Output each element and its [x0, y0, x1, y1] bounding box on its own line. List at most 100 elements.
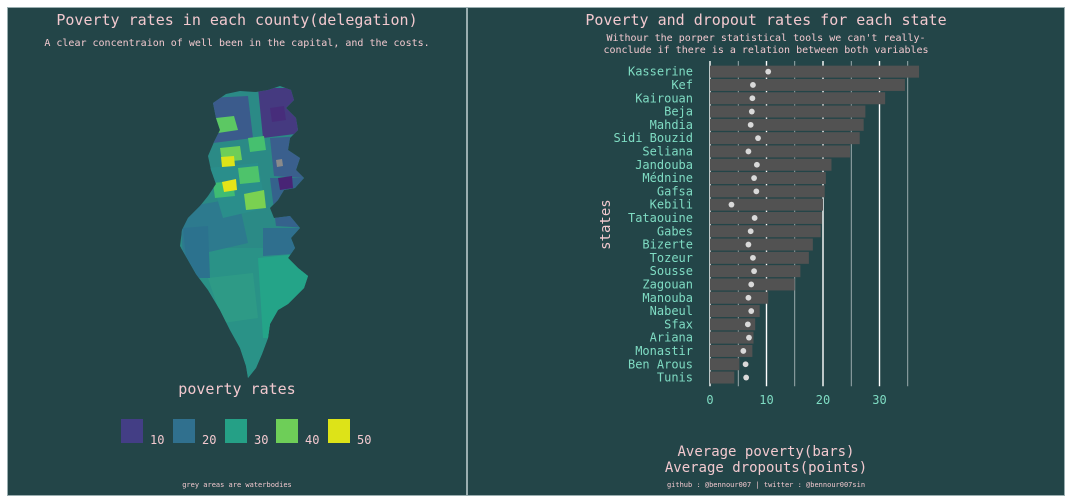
point-gafsa [753, 188, 760, 195]
y-tick-label: Kebili [650, 198, 693, 212]
y-tick-label: Tozeur [650, 251, 693, 265]
bar-kebili [710, 198, 823, 211]
point-manouba [745, 294, 752, 301]
map-region-green-5 [244, 190, 266, 210]
y-tick-label: Sousse [650, 264, 693, 278]
tunisia-map [180, 86, 308, 378]
map-subtitle: A clear concentraion of well been in the… [44, 38, 430, 49]
map-region-yellow-1 [221, 156, 235, 167]
legend-label-50: 50 [357, 433, 372, 447]
x-axis-label-line1: Average poverty(bars) [677, 444, 855, 460]
y-tick-label: Ben Arous [628, 357, 693, 371]
legend-swatch-50 [328, 419, 350, 443]
x-tick-label: 20 [816, 393, 830, 407]
bar-tunis [710, 371, 735, 384]
bar-kairouan [710, 92, 886, 105]
bar-kef [710, 78, 905, 91]
y-tick-label: Kairouan [635, 91, 693, 105]
bar-bizerte [710, 238, 813, 251]
y-tick-label: Beja [664, 105, 693, 119]
map-region-green-3 [238, 166, 260, 184]
y-tick-label: Manouba [642, 291, 693, 305]
point-kairouan [749, 95, 756, 102]
bar-mahdia [710, 118, 864, 131]
x-tick-label: 30 [872, 393, 886, 407]
x-tick-label: 0 [706, 393, 713, 407]
map-region-cap-bon [270, 136, 303, 178]
point-tunis [743, 374, 750, 381]
bar-jandouba [710, 158, 832, 171]
bar-ben-arous [710, 358, 740, 371]
point-gabes [747, 228, 754, 235]
y-tick-label: Zagouan [642, 277, 693, 291]
point-beja [748, 108, 755, 115]
map-region-grey-water [276, 159, 283, 167]
point-seliana [745, 148, 752, 155]
point-kebili [728, 201, 735, 208]
bar-monastir [710, 344, 753, 357]
map-region-purple-2 [270, 106, 286, 122]
map-region-green-6 [248, 136, 266, 152]
bar-kasserine [710, 65, 920, 78]
bar-caption: github : @bennour007 | twitter : @bennou… [666, 481, 866, 489]
bar-tozeur [710, 251, 809, 264]
y-tick-label: Monastir [635, 344, 693, 358]
bar-gabes [710, 225, 821, 238]
y-tick-label: Tunis [657, 371, 693, 385]
legend-swatch-40 [276, 419, 298, 443]
map-region-yellow-2 [222, 179, 237, 192]
point-bizerte [745, 241, 752, 248]
bar-manouba [710, 291, 769, 304]
map-caption: grey areas are waterbodies [182, 481, 292, 489]
y-tick-label: Gafsa [657, 184, 693, 198]
map-region-teal-south [208, 273, 258, 323]
legend-label-30: 30 [254, 433, 269, 447]
y-tick-label: Ariana [650, 331, 693, 345]
bar-sidi-bouzid [710, 132, 860, 145]
bar-médnine [710, 172, 826, 185]
legend-title: poverty rates [178, 380, 296, 398]
y-tick-label: Tataouine [628, 211, 693, 225]
bar-sfax [710, 318, 756, 331]
point-ariana [746, 334, 752, 341]
bar-gafsa [710, 185, 825, 198]
point-tozeur [750, 254, 756, 261]
y-tick-label: Seliana [642, 144, 693, 158]
legend-label-10: 10 [150, 433, 165, 447]
bar-nabeul [710, 305, 760, 318]
y-tick-label: Sidi Bouzid [614, 131, 693, 145]
point-mahdia [747, 121, 754, 128]
y-axis-label: states [598, 199, 614, 250]
y-tick-label: Mahdia [650, 118, 693, 132]
legend-swatch-10 [121, 419, 143, 443]
point-médnine [751, 175, 757, 181]
legend-label-20: 20 [202, 433, 217, 447]
point-jandouba [753, 161, 760, 168]
point-sfax [744, 321, 751, 328]
legend-label-40: 40 [305, 433, 320, 447]
y-tick-label: Kasserine [628, 65, 693, 79]
point-nabeul [748, 308, 755, 314]
bar-tataouine [710, 211, 822, 224]
bar-subtitle-line1: Withour the porper statistical tools we … [606, 33, 926, 44]
point-sousse [751, 268, 757, 275]
map-region-purple-1 [278, 176, 293, 190]
y-tick-label: Gabes [657, 224, 693, 238]
bar-seliana [710, 145, 851, 158]
bar-panel: Poverty and dropout rates for each state… [467, 7, 1065, 496]
bar-ariana [710, 331, 754, 344]
map-panel: Poverty rates in each county(delegation)… [7, 7, 467, 496]
point-sidi-bouzid [755, 135, 761, 142]
bar-title: Poverty and dropout rates for each state [585, 11, 947, 29]
y-tick-label: Bizerte [642, 238, 693, 252]
bar-subtitle-line2: conclude if there is a relation between … [603, 45, 929, 56]
y-tick-label: Médnine [642, 171, 693, 185]
x-axis-label-line2: Average dropouts(points) [664, 460, 868, 476]
point-kasserine [765, 68, 772, 75]
x-tick-label: 10 [759, 393, 773, 407]
point-zagouan [748, 281, 755, 288]
bar-beja [710, 105, 866, 118]
map-region-south-east [258, 253, 308, 338]
